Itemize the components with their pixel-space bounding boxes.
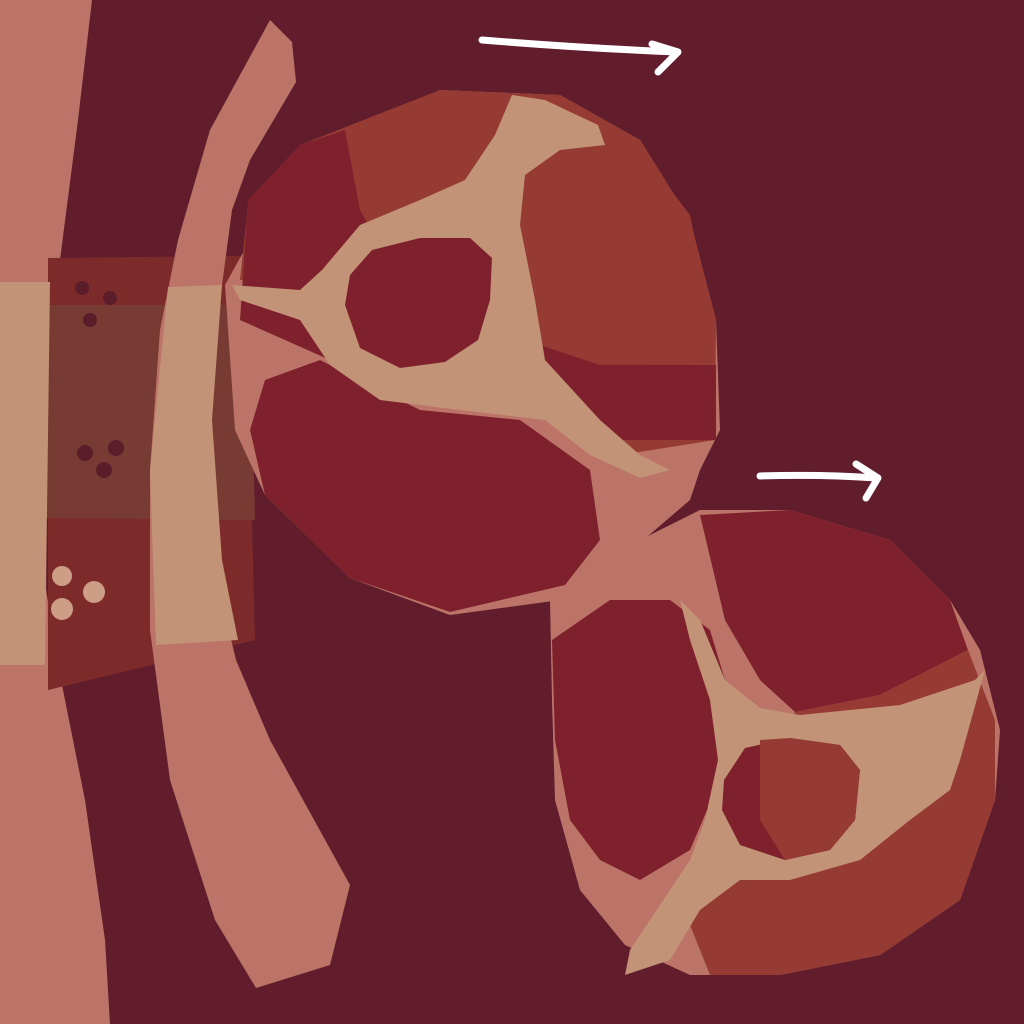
right-arrow-icon bbox=[756, 460, 882, 502]
curved-tendon bbox=[150, 20, 350, 988]
left-tendon bbox=[0, 0, 110, 1024]
upper-muscle-cross-section bbox=[225, 90, 720, 615]
right-arrow-icon bbox=[478, 36, 682, 76]
lower-muscle-cross-section bbox=[550, 510, 1000, 975]
